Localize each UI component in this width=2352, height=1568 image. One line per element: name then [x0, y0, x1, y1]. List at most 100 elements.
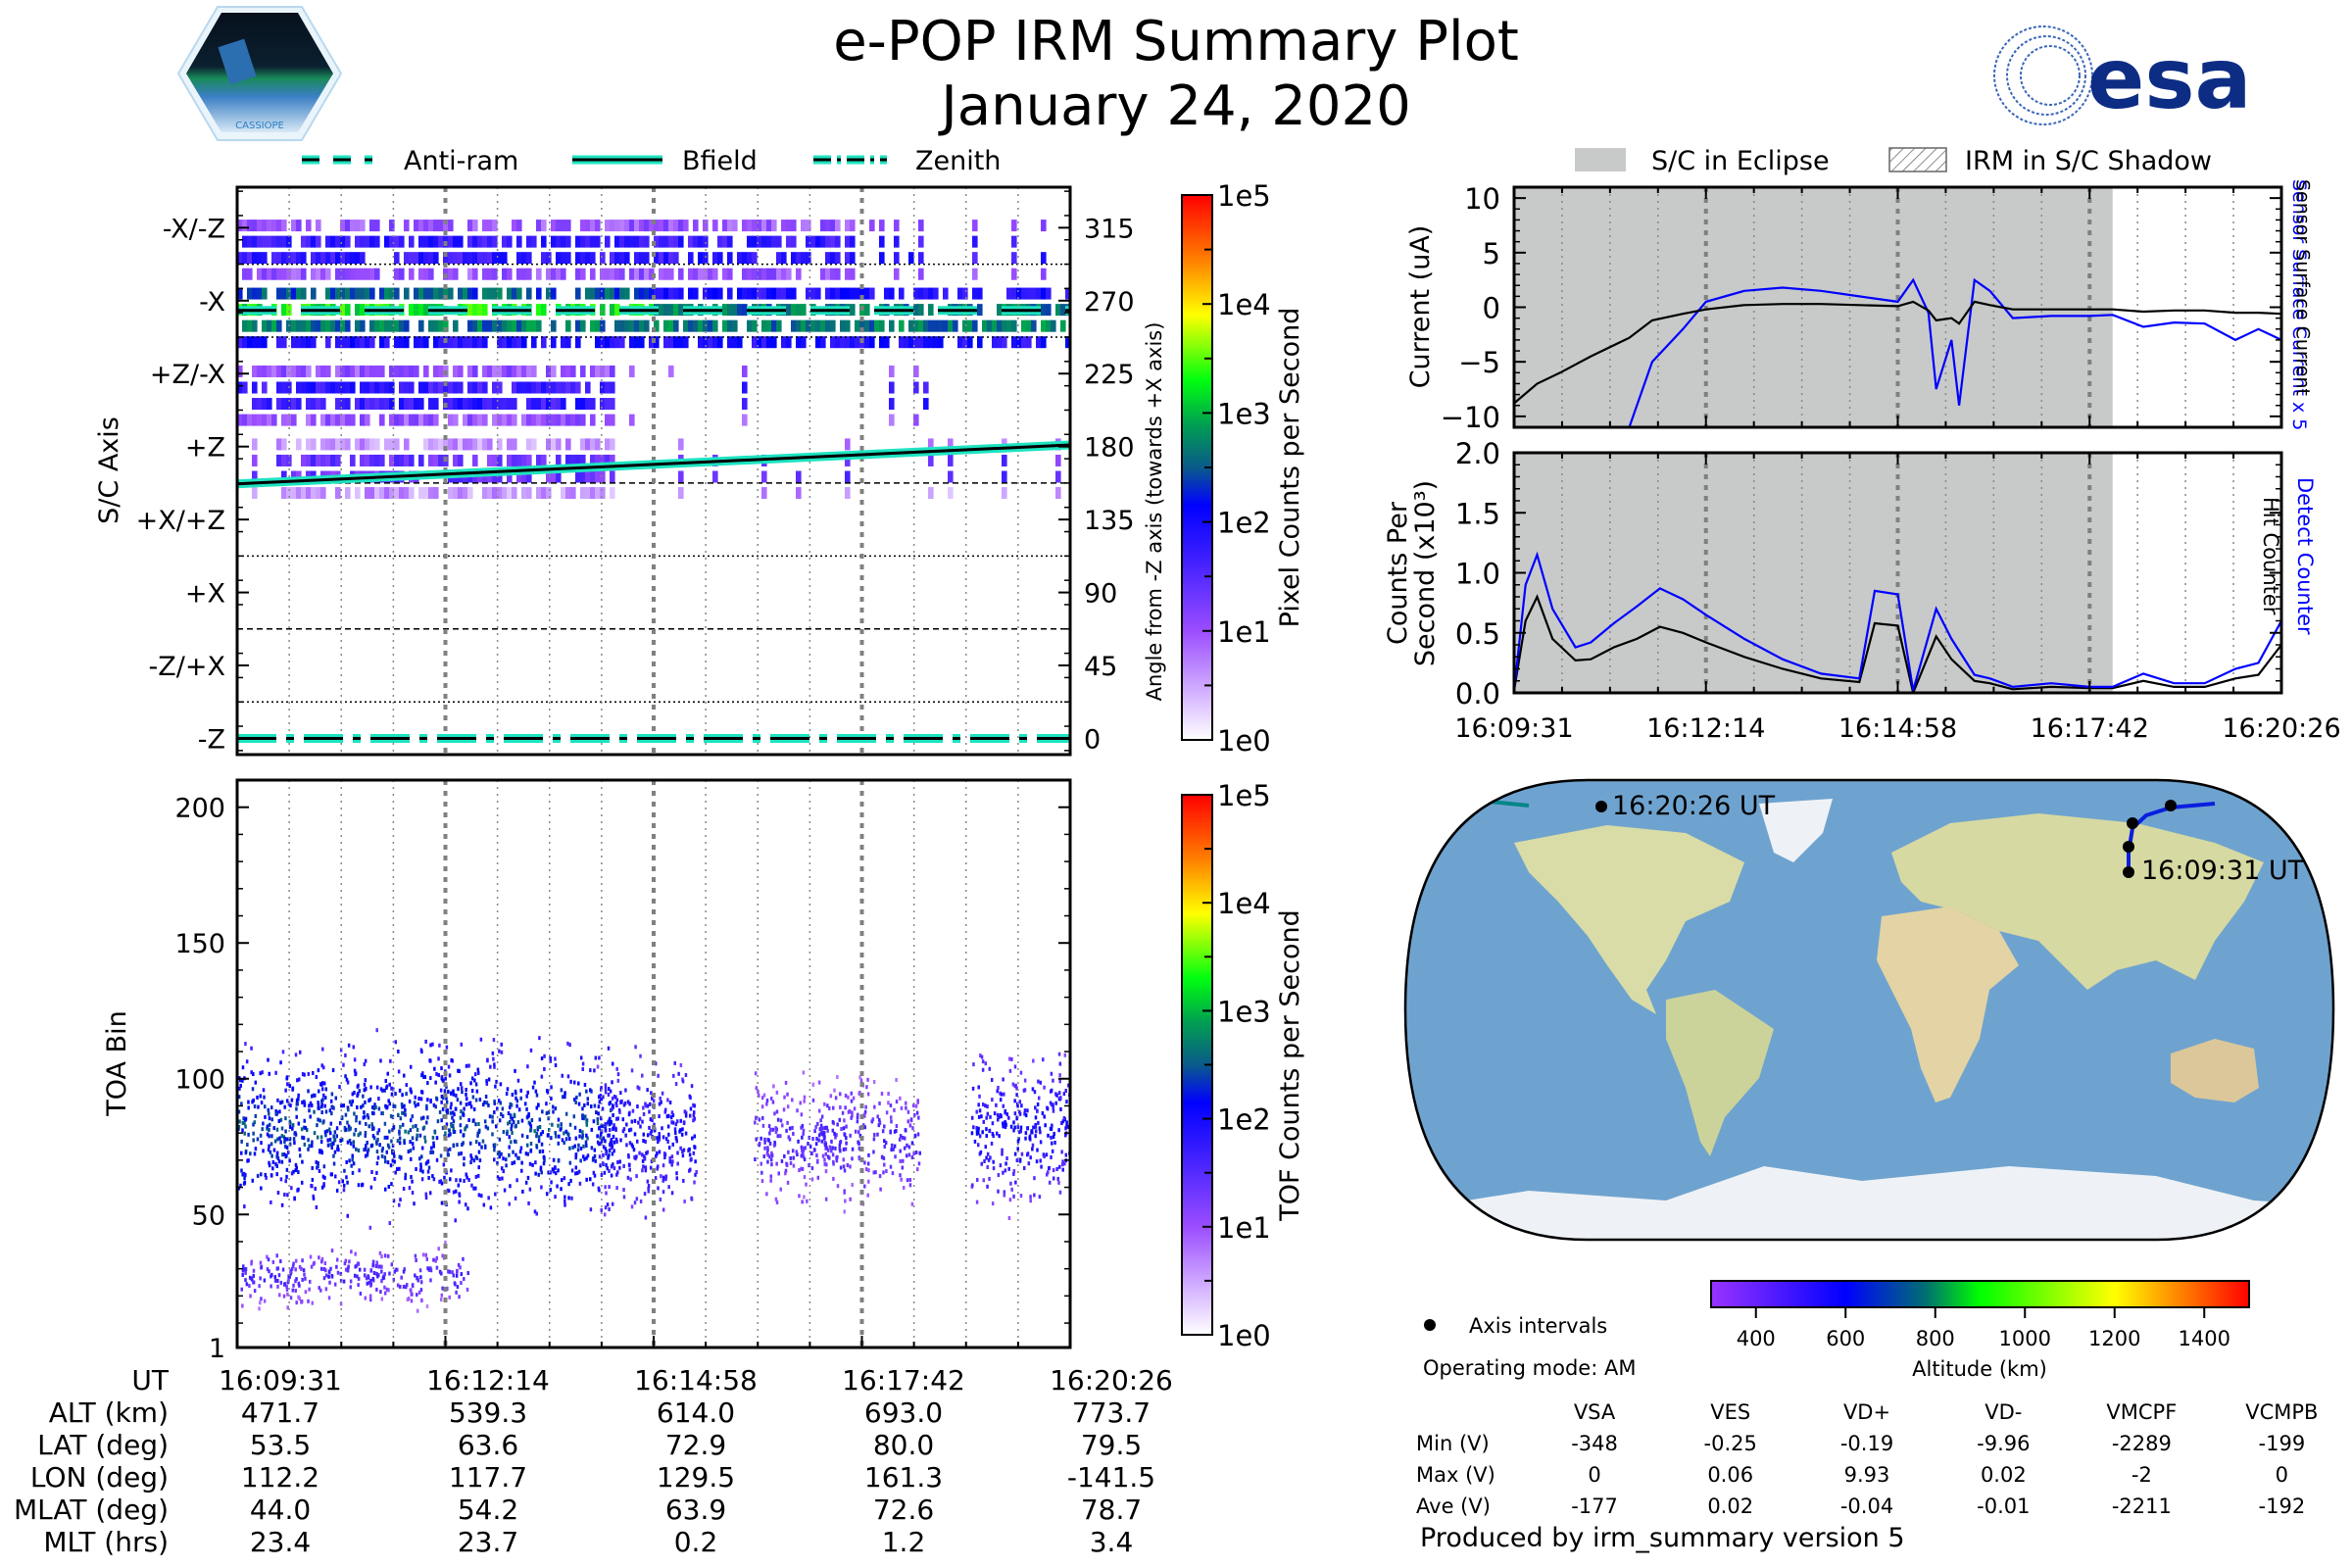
spectrogram-cell [393, 1104, 397, 1109]
spectrogram-cell [355, 1114, 358, 1119]
spectrogram-cell [550, 1180, 553, 1185]
spectrogram-cell [383, 1285, 386, 1290]
spectrogram-cell [673, 304, 679, 317]
spectrogram-cell [771, 287, 777, 300]
spectrogram-cell [471, 1095, 475, 1100]
spectrogram-cell [340, 252, 346, 265]
spectrogram-cell [684, 1110, 688, 1115]
spectrogram-cell [1007, 1215, 1011, 1220]
spectrogram-cell [570, 1196, 573, 1200]
spectrogram-cell [712, 220, 718, 232]
spectrogram-cell [445, 1045, 449, 1050]
spectrogram-cell [370, 1110, 374, 1115]
right-label-blue: Detect Counter [2293, 477, 2317, 635]
spectrogram-cell [511, 1116, 514, 1121]
spectrogram-cell [261, 1070, 264, 1075]
spectrogram-cell [491, 1051, 495, 1055]
spectrogram-cell [676, 1161, 679, 1166]
spectrogram-cell [591, 1182, 595, 1187]
spectrogram-cell [822, 1130, 826, 1135]
spectrogram-cell [668, 220, 674, 232]
spectrogram-cell [335, 319, 341, 332]
spectrogram-cell [1062, 1116, 1066, 1121]
spectrogram-cell [315, 1204, 318, 1209]
spectrogram-cell [600, 1141, 603, 1146]
spectrogram-cell [385, 1084, 389, 1089]
spectrogram-cell [280, 1202, 284, 1207]
spectrogram-cell [991, 1098, 994, 1102]
spectrogram-cell [565, 381, 571, 394]
spectrogram-cell [448, 1073, 452, 1078]
spectrogram-cell [527, 1200, 530, 1205]
spectrogram-cell [581, 1066, 585, 1071]
spectrogram-cell [914, 1150, 918, 1154]
spectrogram-cell [371, 1134, 375, 1139]
spectrogram-cell [791, 235, 797, 248]
spectrogram-cell [244, 1124, 247, 1129]
spectrogram-cell [619, 1091, 622, 1096]
orbit-cell: 23.7 [457, 1526, 519, 1558]
spectrogram-cell [418, 454, 424, 466]
spectrogram-cell [1017, 1137, 1020, 1142]
spectrogram-cell [1054, 1101, 1057, 1105]
spectrogram-cell [374, 1140, 378, 1145]
spectrogram-cell [369, 336, 375, 349]
spectrogram-cell [444, 1076, 447, 1081]
spectrogram-cell [894, 235, 900, 248]
spectrogram-cell [244, 1267, 248, 1272]
spectrogram-cell [610, 1138, 613, 1143]
spectrogram-cell [268, 1144, 270, 1149]
spectrogram-cell [586, 1136, 589, 1141]
spectrogram-cell [376, 1138, 379, 1143]
spectrogram-cell [320, 1185, 324, 1190]
spectrogram-cell [478, 1128, 481, 1133]
spectrogram-cell [978, 1108, 982, 1113]
spectrogram-cell [633, 1132, 637, 1137]
spectrogram-cell [389, 454, 395, 466]
spectrogram-cell [336, 1270, 340, 1275]
spectrogram-cell [357, 1276, 361, 1281]
voltage-row-label: Min (V) [1416, 1432, 1490, 1455]
spectrogram-cell [661, 1126, 663, 1131]
spectrogram-cell [636, 1139, 639, 1144]
spectrogram-cell [618, 1109, 621, 1114]
spectrogram-cell [375, 1028, 378, 1033]
spectrogram-cell [365, 1276, 368, 1281]
spectrogram-cell [511, 1161, 514, 1166]
spectrogram-cell [928, 287, 934, 300]
spectrogram-cell [762, 1093, 766, 1098]
spectrogram-cell [350, 1250, 353, 1254]
spectrogram-cell [549, 1170, 552, 1175]
spectrogram-cell [403, 1141, 406, 1146]
spectrogram-cell [404, 220, 410, 232]
spectrogram-cell [492, 1038, 496, 1043]
spectrogram-cell [885, 1110, 889, 1115]
spectrogram-cell [674, 1122, 678, 1127]
spectrogram-cell [585, 252, 591, 265]
spectrogram-cell [487, 235, 493, 248]
spectrogram-cell [294, 1132, 298, 1137]
spectrogram-cell [270, 1105, 273, 1110]
spectrogram-cell [1011, 252, 1017, 265]
spectrogram-cell [565, 220, 571, 232]
spectrogram-cell [698, 336, 704, 349]
spectrogram-cell [641, 1152, 644, 1157]
spectrogram-cell [747, 287, 753, 300]
spectrogram-cell [644, 287, 650, 300]
y-tick-label: -X/-Z [163, 214, 225, 244]
spectrogram-cell [604, 1139, 607, 1144]
spectrogram-cell [353, 1273, 357, 1278]
spectrogram-cell [311, 381, 317, 394]
orbit-cell: 78.7 [1080, 1494, 1143, 1526]
spectrogram-cell [345, 438, 351, 451]
spectrogram-cell [455, 1093, 458, 1098]
spectrogram-cell [742, 287, 748, 300]
spectrogram-cell [536, 487, 542, 500]
spectrogram-cell [430, 1146, 433, 1151]
spectrogram-cell [717, 287, 723, 300]
spectrogram-cell [375, 1271, 378, 1276]
spectrogram-cell [981, 1102, 985, 1106]
spectrogram-cell [802, 1128, 806, 1133]
spectrogram-cell [398, 1141, 402, 1146]
spectrogram-cell [1045, 1172, 1049, 1177]
